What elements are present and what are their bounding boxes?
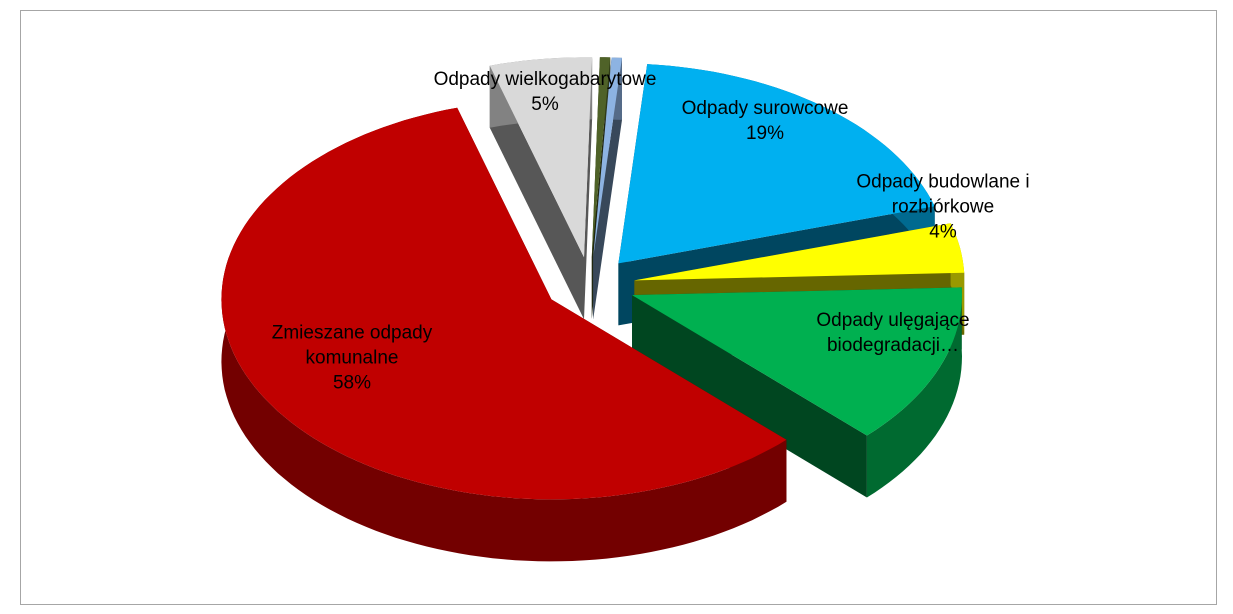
- slice: [632, 287, 962, 436]
- slice-side: [593, 57, 622, 320]
- slice: [593, 57, 622, 258]
- slice-label: Odpady ulęgające biodegradacji…: [778, 308, 1008, 358]
- category-label: Odpady wielkogabarytowe: [433, 69, 657, 90]
- value-label: 58%: [332, 372, 372, 394]
- slice-label: Zmieszane odpady komunalne 58%: [242, 321, 462, 396]
- category-label: Odpady ulęgające biodegradacji…: [816, 310, 970, 356]
- slice-side: [632, 295, 867, 498]
- slice: [618, 64, 935, 264]
- slice-label: Odpady wielkogabarytowe 5%: [385, 67, 705, 117]
- slice-label: Odpady budowlane i rozbiórkowe 4%: [818, 170, 1068, 245]
- chart-frame: [20, 10, 1217, 605]
- category-label: Odpady budowlane i rozbiórkowe: [856, 171, 1030, 218]
- slice: [221, 107, 787, 500]
- slice: [634, 223, 965, 281]
- slice-side: [584, 57, 593, 320]
- slice-wall: [866, 287, 962, 498]
- slice-side: [489, 65, 584, 320]
- value-label: 19%: [745, 123, 785, 144]
- slice: [591, 57, 611, 258]
- slice: [489, 57, 593, 258]
- slice-label: Odpady surowcowe 19%: [635, 96, 895, 146]
- value-label: 4%: [929, 221, 957, 243]
- category-label: Zmieszane odpady komunalne: [271, 322, 433, 369]
- category-label: Odpady surowcowe: [681, 98, 849, 119]
- value-label: 5%: [531, 94, 559, 115]
- slice-wall: [221, 107, 787, 562]
